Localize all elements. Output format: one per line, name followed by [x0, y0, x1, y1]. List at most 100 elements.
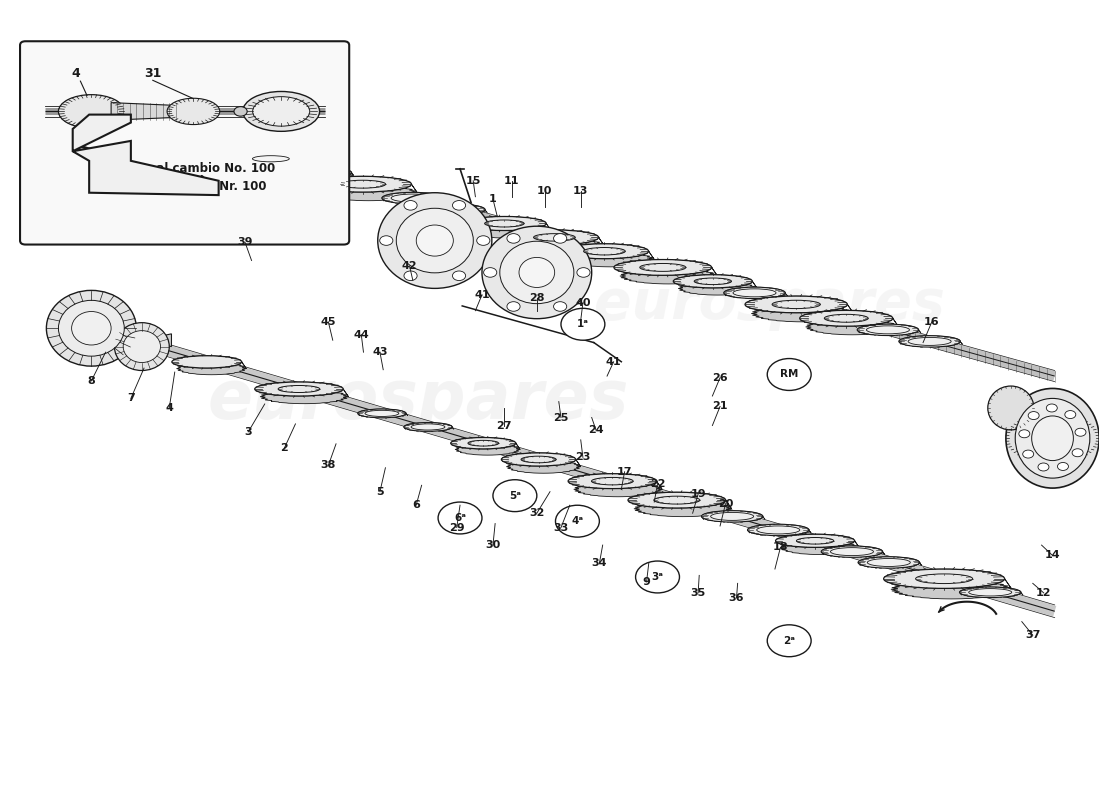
Ellipse shape: [234, 153, 308, 165]
Ellipse shape: [502, 453, 575, 466]
Ellipse shape: [772, 300, 821, 309]
Ellipse shape: [46, 290, 136, 366]
Ellipse shape: [404, 422, 452, 431]
Ellipse shape: [114, 322, 169, 370]
Ellipse shape: [314, 176, 411, 192]
Circle shape: [576, 268, 590, 278]
Circle shape: [234, 106, 248, 116]
Circle shape: [404, 271, 417, 281]
Ellipse shape: [468, 440, 498, 446]
Ellipse shape: [776, 534, 855, 547]
Ellipse shape: [1032, 416, 1074, 461]
Ellipse shape: [340, 180, 386, 188]
Ellipse shape: [592, 478, 634, 485]
Ellipse shape: [290, 167, 352, 178]
Circle shape: [768, 358, 811, 390]
Ellipse shape: [614, 259, 712, 275]
Text: 7: 7: [126, 394, 134, 403]
Text: 1ᵃ: 1ᵃ: [576, 319, 588, 330]
Polygon shape: [510, 230, 604, 253]
Ellipse shape: [252, 156, 289, 162]
Circle shape: [438, 502, 482, 534]
Polygon shape: [314, 176, 417, 201]
Polygon shape: [214, 150, 333, 177]
Polygon shape: [745, 296, 854, 322]
Ellipse shape: [172, 356, 242, 368]
Polygon shape: [502, 453, 581, 474]
Text: eurospares: eurospares: [208, 367, 629, 433]
Ellipse shape: [858, 557, 920, 568]
Circle shape: [1038, 463, 1049, 471]
Ellipse shape: [424, 204, 485, 215]
Polygon shape: [776, 534, 859, 554]
Text: 6ᵃ: 6ᵃ: [454, 513, 466, 523]
Text: 4: 4: [72, 67, 80, 80]
Ellipse shape: [72, 311, 111, 345]
Polygon shape: [614, 259, 717, 284]
Ellipse shape: [883, 569, 1004, 588]
Polygon shape: [568, 474, 662, 497]
Ellipse shape: [382, 192, 443, 204]
Text: 32: 32: [529, 508, 544, 518]
Ellipse shape: [167, 98, 220, 125]
Text: 24: 24: [588, 426, 604, 435]
Ellipse shape: [521, 456, 557, 462]
Polygon shape: [899, 336, 962, 345]
Ellipse shape: [411, 424, 444, 430]
Ellipse shape: [640, 263, 685, 271]
Ellipse shape: [653, 496, 700, 504]
Polygon shape: [462, 217, 551, 238]
Polygon shape: [451, 438, 520, 455]
Ellipse shape: [830, 548, 873, 556]
Polygon shape: [959, 587, 1023, 595]
Ellipse shape: [909, 338, 952, 346]
Ellipse shape: [58, 94, 124, 128]
Text: 23: 23: [575, 452, 591, 462]
Text: 28: 28: [529, 293, 544, 303]
Ellipse shape: [796, 538, 834, 544]
Text: 18: 18: [772, 542, 789, 553]
Text: 34: 34: [592, 558, 607, 569]
Text: 20: 20: [718, 498, 734, 509]
Text: 21: 21: [713, 402, 728, 411]
Ellipse shape: [485, 220, 524, 227]
Ellipse shape: [724, 287, 785, 298]
Ellipse shape: [568, 474, 657, 489]
Ellipse shape: [396, 208, 473, 273]
Polygon shape: [724, 287, 788, 296]
Polygon shape: [748, 524, 811, 533]
Text: 42: 42: [402, 261, 417, 271]
Text: 6: 6: [412, 500, 420, 510]
Ellipse shape: [673, 274, 752, 288]
Text: 37: 37: [1025, 630, 1041, 640]
FancyBboxPatch shape: [20, 42, 349, 245]
Ellipse shape: [519, 258, 554, 287]
Text: 15: 15: [465, 176, 481, 186]
Text: Valid till gearbox Nr. 100: Valid till gearbox Nr. 100: [102, 180, 267, 193]
Circle shape: [484, 268, 497, 278]
Text: 2: 2: [280, 443, 288, 453]
Ellipse shape: [560, 244, 649, 258]
Circle shape: [561, 308, 605, 340]
Circle shape: [768, 625, 811, 657]
Text: 3: 3: [244, 427, 252, 437]
Polygon shape: [702, 510, 764, 519]
Ellipse shape: [278, 386, 320, 393]
Text: 44: 44: [353, 330, 370, 340]
Text: 45: 45: [320, 317, 337, 327]
Polygon shape: [857, 324, 921, 333]
Ellipse shape: [745, 296, 847, 313]
Text: 36: 36: [729, 593, 745, 602]
Text: 29: 29: [449, 522, 464, 533]
Ellipse shape: [299, 169, 342, 176]
Polygon shape: [673, 274, 757, 295]
Circle shape: [507, 234, 520, 243]
Ellipse shape: [416, 225, 453, 256]
Text: 22: 22: [650, 478, 666, 489]
Text: eurospares: eurospares: [594, 278, 945, 331]
Ellipse shape: [58, 300, 124, 356]
Text: 2ᵃ: 2ᵃ: [783, 636, 795, 646]
Polygon shape: [628, 492, 732, 517]
Ellipse shape: [123, 330, 161, 362]
Text: 38: 38: [321, 460, 336, 470]
